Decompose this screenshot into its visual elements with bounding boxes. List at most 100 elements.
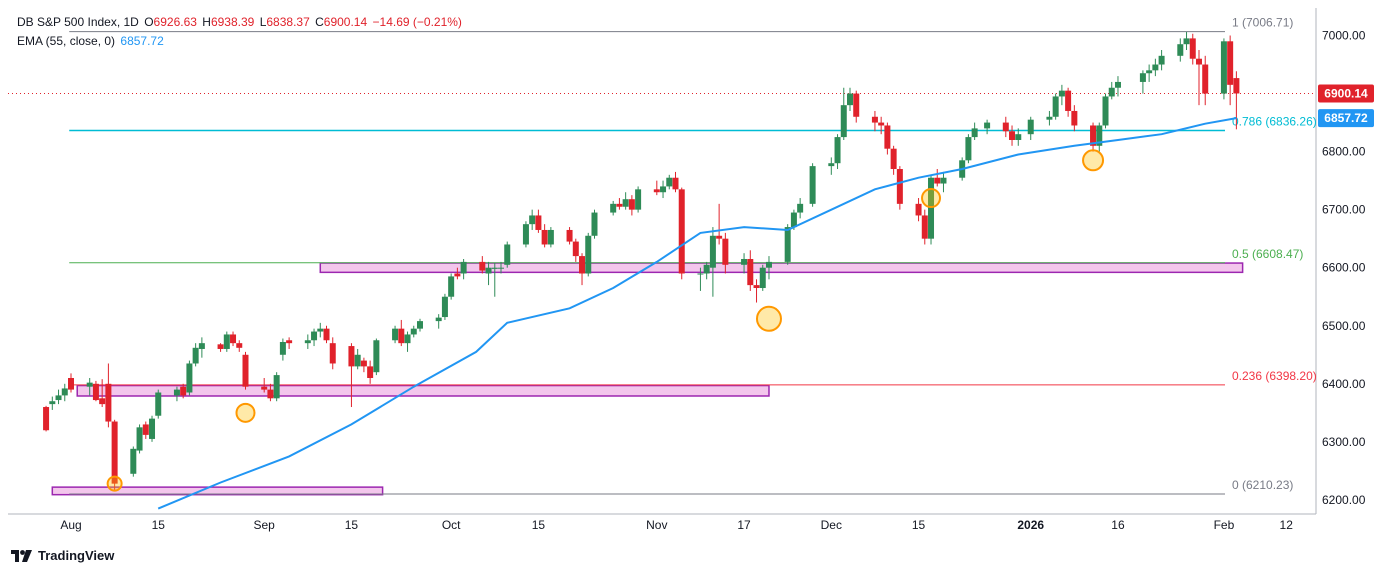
candle <box>323 325 330 344</box>
time-tick-label: 15 <box>912 518 926 532</box>
candle <box>716 203 723 245</box>
candle-body <box>111 421 118 484</box>
low-label: L <box>259 15 267 29</box>
candle-body <box>753 285 760 289</box>
candle-body <box>1108 87 1115 97</box>
candle-body <box>797 203 804 213</box>
ema-value: 6857.72 <box>120 34 164 48</box>
candle <box>498 261 505 274</box>
candle <box>317 322 324 338</box>
candle-body <box>329 343 336 364</box>
candle-body <box>1195 58 1202 65</box>
candle <box>1065 87 1072 117</box>
candle <box>535 209 542 233</box>
candle-body <box>435 317 442 322</box>
time-tick-label: 12 <box>1280 518 1294 532</box>
candle <box>373 338 380 376</box>
candle-body <box>1071 110 1078 126</box>
candle <box>585 232 592 277</box>
fibonacci-layer: 1 (7006.71) 0.786 (6836.26) 0.5 (6608.47) 0… <box>69 16 1317 495</box>
tradingview-logo[interactable]: TradingView <box>11 548 114 563</box>
candle-body <box>1046 116 1053 120</box>
candle <box>1071 105 1078 132</box>
candle-body <box>354 354 361 367</box>
price-tag-bg <box>1318 109 1374 128</box>
candle-body <box>759 267 766 289</box>
candle-body <box>890 148 897 170</box>
candle <box>1177 38 1184 62</box>
candle <box>921 209 928 245</box>
candle-body <box>261 386 268 390</box>
candle-body <box>460 261 467 274</box>
candle <box>485 261 492 286</box>
candle <box>541 224 548 248</box>
candle <box>934 169 941 187</box>
candle <box>566 227 573 245</box>
candle-body <box>1052 96 1059 117</box>
candle-body <box>747 258 754 286</box>
candle <box>591 209 598 239</box>
candle-body <box>1152 64 1159 71</box>
candle <box>1090 122 1097 152</box>
candle <box>273 372 280 402</box>
candle-body <box>373 340 380 373</box>
candle-body <box>105 383 112 422</box>
candle-body <box>622 199 629 207</box>
candle <box>1102 93 1109 129</box>
candle <box>809 163 816 207</box>
candle-body <box>155 392 162 416</box>
candle <box>660 180 667 199</box>
candle-body <box>1102 96 1109 126</box>
candle <box>1183 32 1190 51</box>
time-axis[interactable]: Aug 15 Sep 15 Oct 15 Nov 17 Dec 15 2026 16 Feb 12 <box>60 518 1293 532</box>
candle-body <box>1065 90 1072 111</box>
candle <box>616 198 623 210</box>
candle-body <box>491 267 498 269</box>
candle-body <box>43 407 50 431</box>
candle-body <box>136 427 143 451</box>
candle <box>105 363 112 428</box>
candle <box>1158 50 1165 71</box>
candle <box>1114 76 1121 97</box>
support-zone <box>76 384 770 397</box>
candle <box>149 415 156 442</box>
candle-body <box>940 177 947 184</box>
candle <box>1195 50 1202 106</box>
candle-body <box>223 334 230 349</box>
candle <box>1189 33 1196 65</box>
candle <box>504 241 511 268</box>
candle-body <box>984 122 991 129</box>
candle-body <box>878 122 885 126</box>
candle <box>460 258 467 280</box>
candle-body <box>173 389 180 396</box>
candle <box>709 227 716 297</box>
candle-body <box>49 401 56 405</box>
candle-body <box>367 366 374 378</box>
candle-body <box>392 328 399 341</box>
candle <box>99 379 106 408</box>
candle-body <box>404 334 411 344</box>
price-tick-label: 6400.00 <box>1322 377 1366 391</box>
candles-layer <box>43 32 1240 492</box>
candle <box>579 253 586 286</box>
candle-body <box>236 343 243 348</box>
support-zone <box>319 262 1244 274</box>
candle-body <box>198 343 205 349</box>
swing-low-marker <box>235 402 256 423</box>
candle-body <box>971 128 978 138</box>
candle-body <box>55 395 62 401</box>
candle-body <box>566 229 573 242</box>
candle <box>348 343 355 408</box>
candle <box>279 338 286 361</box>
time-tick-label: 15 <box>532 518 546 532</box>
candle <box>441 293 448 320</box>
candle-body <box>529 215 536 225</box>
fib-level-label: 0.236 (6398.20) <box>1232 369 1317 383</box>
candle <box>722 232 729 274</box>
price-tick-label: 6700.00 <box>1322 203 1366 217</box>
candle <box>741 253 748 274</box>
candle-body <box>448 276 455 297</box>
candle-body <box>142 424 149 435</box>
candle <box>130 446 137 477</box>
